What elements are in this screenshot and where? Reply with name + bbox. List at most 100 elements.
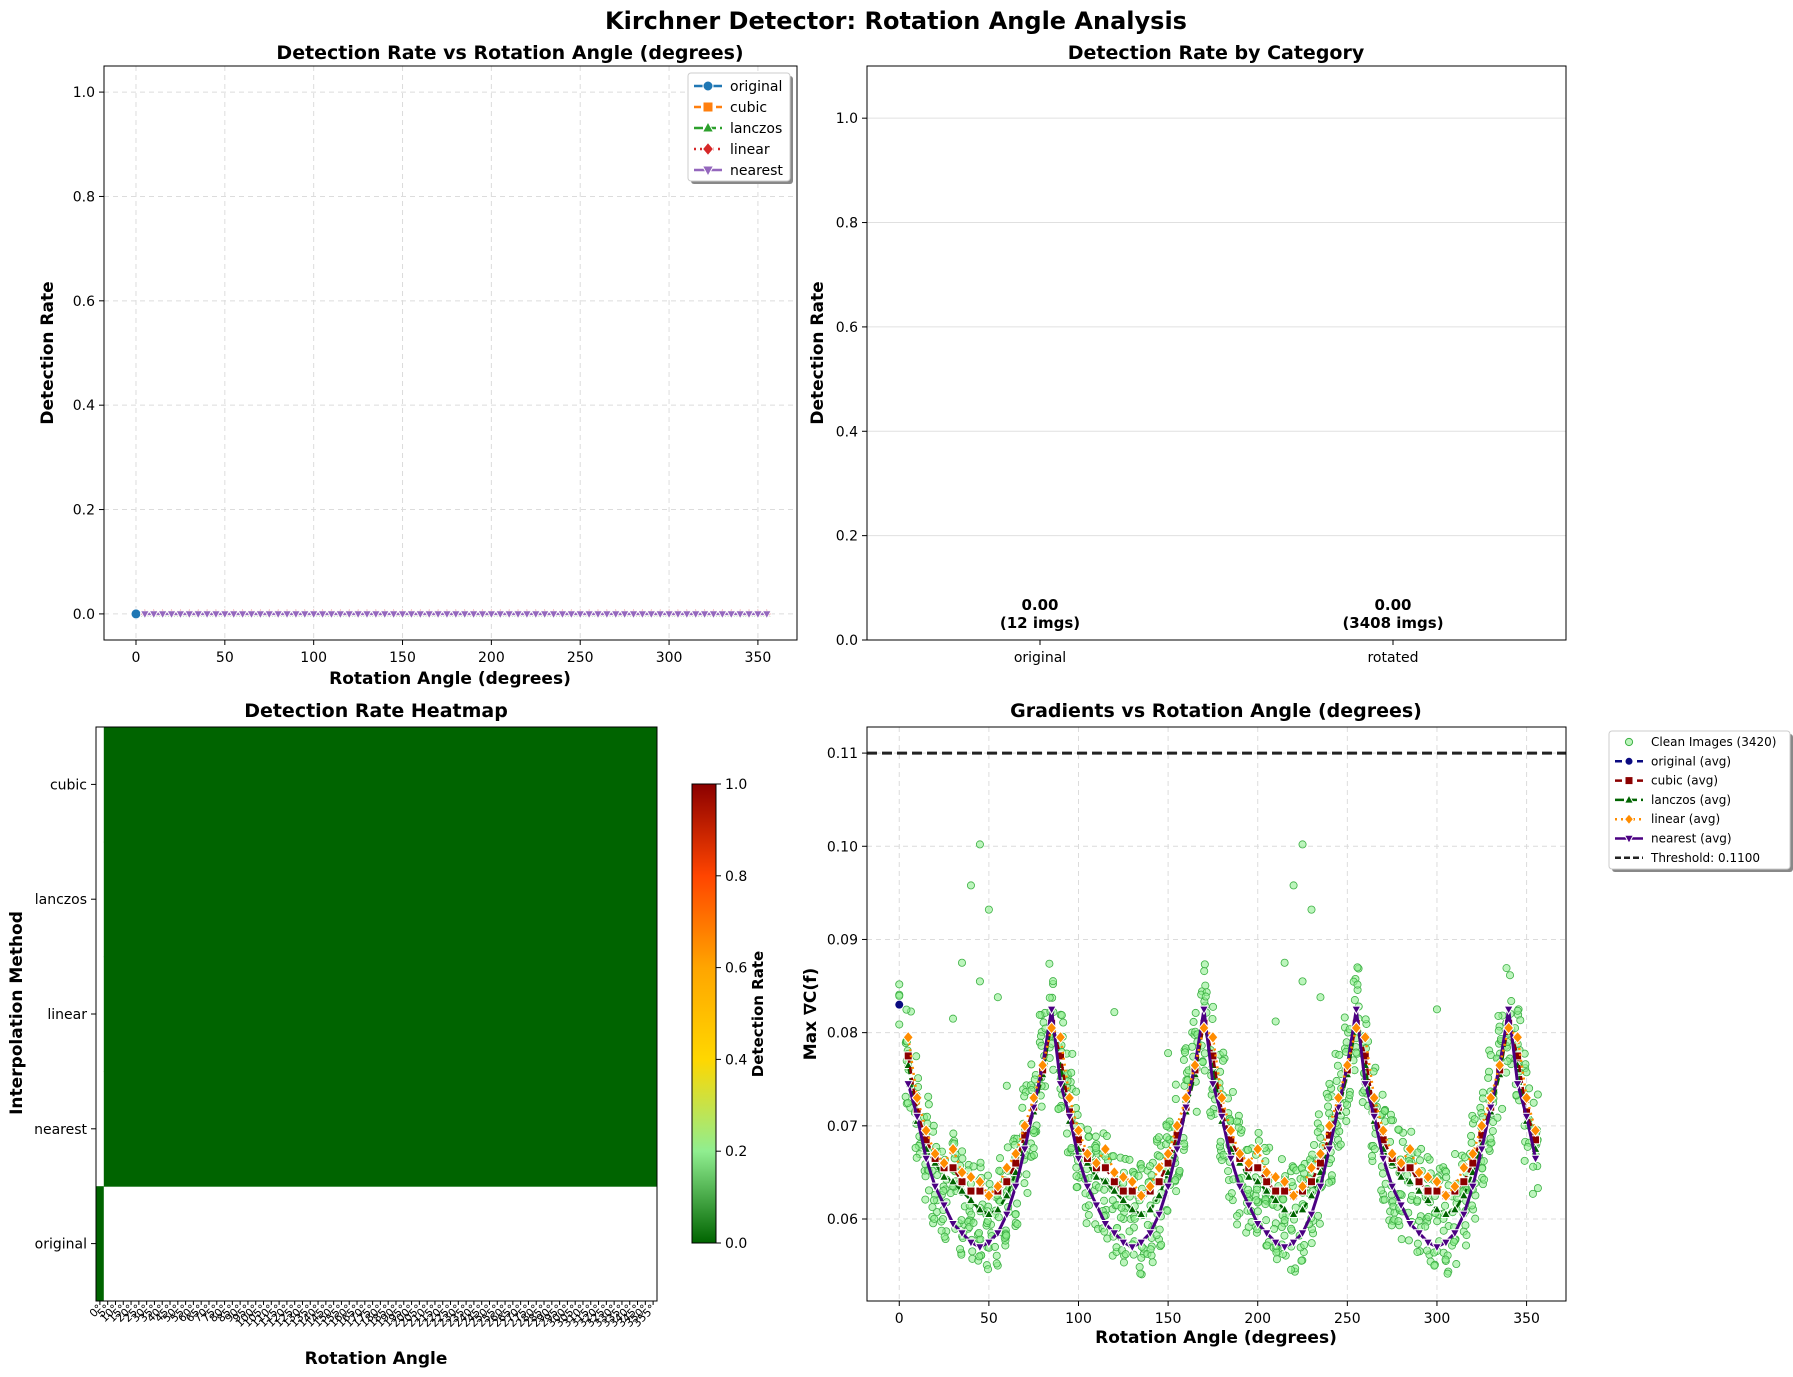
nearest-avg-point <box>1082 1182 1093 1193</box>
clean-image-point <box>1200 967 1209 976</box>
clean-image-point <box>1443 1269 1452 1278</box>
clean-image-point <box>1315 1219 1324 1228</box>
clean-image-point <box>1528 1189 1537 1198</box>
clean-image-point <box>1045 959 1054 968</box>
clean-image-point <box>976 1235 985 1244</box>
clean-image-point <box>976 1158 985 1167</box>
nearest-point <box>352 610 364 620</box>
clean-image-point <box>1171 1080 1180 1089</box>
linear-avg-point <box>1359 1030 1371 1044</box>
linear-avg-point <box>1431 1175 1443 1189</box>
clean-image-point <box>1486 1134 1495 1143</box>
clean-image-point <box>1068 1049 1077 1058</box>
lanczos-avg-point <box>1127 1203 1138 1214</box>
clean-image-point <box>895 991 904 1000</box>
clean-image-point <box>1175 1166 1184 1175</box>
clean-image-point <box>1027 1060 1036 1069</box>
clean-image-point <box>984 905 993 914</box>
clean-image-point <box>958 1147 967 1156</box>
clean-image-point <box>1493 1113 1502 1122</box>
nearest-avg-point <box>911 1112 923 1123</box>
linear-avg-point <box>1108 1165 1120 1180</box>
heatmap-cells-lanczos <box>103 841 657 958</box>
clean-image-point <box>1201 981 1210 990</box>
clean-image-point <box>1134 1171 1143 1180</box>
clean-image-point <box>1413 1239 1422 1248</box>
clean-image-point <box>1137 1253 1146 1262</box>
clean-image-point <box>1413 1247 1422 1256</box>
y-tick-label: lanczos <box>35 892 87 908</box>
clean-image-point <box>929 1196 938 1205</box>
clean-image-point <box>938 1215 947 1224</box>
nearest-point <box>583 610 595 620</box>
y-tick-label: 0.11 <box>827 746 858 762</box>
nearest-avg-point <box>1234 1182 1246 1193</box>
nearest-avg-point <box>1073 1154 1084 1165</box>
clean-image-point <box>1407 1191 1416 1200</box>
clean-image-point <box>1172 1187 1181 1196</box>
clean-image-point <box>914 1082 923 1091</box>
clean-image-point <box>1327 1171 1336 1180</box>
nearest-avg-point <box>1279 1243 1290 1253</box>
y-tick-label: 0.07 <box>827 1119 858 1135</box>
clean-image-point <box>1072 1172 1081 1181</box>
nearest-point <box>672 610 684 620</box>
clean-image-point <box>921 1195 930 1204</box>
nearest-avg-point <box>1458 1210 1470 1221</box>
linear-avg-point <box>983 1189 995 1203</box>
lanczos-avg-point <box>974 1203 986 1214</box>
nearest-avg-point <box>1127 1243 1138 1253</box>
nearest-avg-point <box>1404 1219 1416 1230</box>
x-tick-label: 100 <box>300 650 327 666</box>
clean-image-point <box>1314 1110 1323 1119</box>
nearest-avg-point <box>1422 1238 1434 1249</box>
linear-avg-point <box>1494 1058 1506 1072</box>
clean-image-point <box>1325 1079 1334 1088</box>
linear-avg-point <box>965 1170 977 1184</box>
nearest-avg-point <box>1055 1080 1066 1090</box>
clean-image-point <box>1378 1169 1387 1178</box>
y-tick-label: 1.0 <box>73 85 95 101</box>
heatmap-xlabel: Rotation Angle <box>305 1349 448 1369</box>
colorbar-tick-label: 0.4 <box>725 1052 747 1068</box>
line-chart-xlabel: Rotation Angle (degrees) <box>329 669 571 689</box>
clean-image-point <box>1252 1196 1261 1205</box>
nearest-point <box>184 610 195 620</box>
clean-image-point <box>1013 1199 1022 1208</box>
clean-image-point <box>1146 1245 1155 1254</box>
clean-image-point <box>956 1245 965 1254</box>
nearest-point <box>548 610 559 620</box>
linear-avg-point <box>1440 1189 1452 1203</box>
clean-image-point <box>1300 1241 1309 1250</box>
clean-image-point <box>1324 1178 1333 1187</box>
nearest-point <box>432 610 444 620</box>
clean-image-point <box>1380 1106 1389 1115</box>
clean-image-point <box>1155 1152 1164 1161</box>
clean-image-point <box>1011 1210 1020 1219</box>
clean-image-point <box>1262 1216 1271 1225</box>
nearest-point <box>468 610 479 620</box>
colorbar-tick-label: 0.2 <box>725 1144 747 1160</box>
linear-avg-point <box>1046 1021 1058 1035</box>
clean-image-point <box>1254 1136 1263 1145</box>
clean-image-point <box>1189 1017 1198 1026</box>
clean-image-point <box>975 977 984 986</box>
lanczos-avg-point <box>1288 1208 1299 1219</box>
clean-image-point <box>1523 1142 1532 1151</box>
clean-image-point <box>1342 1107 1351 1116</box>
y-tick-label: original <box>35 1237 87 1253</box>
nearest-avg-point <box>1530 1154 1541 1165</box>
linear-avg-point <box>1252 1142 1264 1156</box>
clean-image-point <box>1297 1256 1306 1265</box>
clean-image-point <box>1350 996 1359 1005</box>
clean-image-point <box>1307 1239 1316 1248</box>
clean-image-point <box>1209 1002 1218 1011</box>
clean-image-point <box>1109 1152 1118 1161</box>
clean-image-point <box>1191 1008 1200 1017</box>
cubic-avg-point <box>1459 1177 1469 1187</box>
clean-image-point <box>1324 1093 1333 1102</box>
clean-image-point <box>1091 1143 1100 1152</box>
clean-image-point <box>1083 1125 1092 1134</box>
clean-image-point <box>1387 1116 1396 1125</box>
clean-image-point <box>940 1232 949 1241</box>
